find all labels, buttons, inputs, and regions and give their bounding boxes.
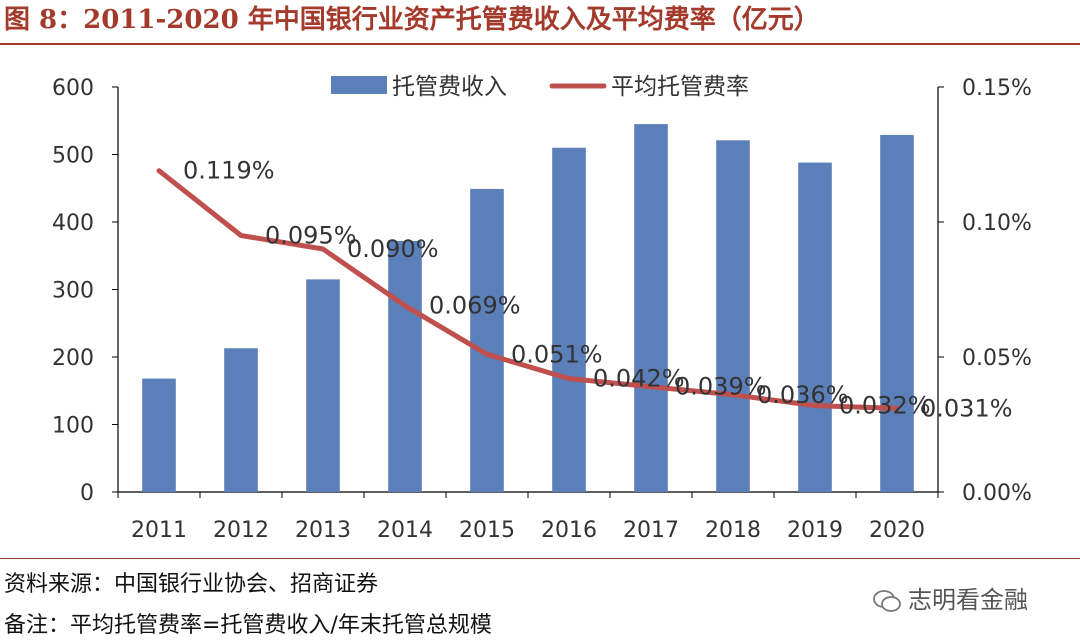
watermark-text: 志明看金融 [908, 586, 1028, 614]
x-tick-label: 2014 [377, 518, 433, 543]
left-tick-label: 600 [52, 76, 94, 101]
rate-label-2015: 0.051% [511, 340, 603, 368]
remark-note: 备注：平均托管费率=托管费收入/年末托管总规模 [4, 613, 492, 638]
rate-label-2012: 0.095% [265, 222, 357, 250]
bar-2014 [388, 240, 422, 492]
right-tick-label: 0.10% [962, 211, 1032, 236]
bar-2012 [224, 348, 258, 492]
rate-label-2014: 0.069% [429, 292, 521, 320]
bar-2019 [798, 162, 832, 492]
bar-2018 [716, 140, 750, 492]
bar-2016 [552, 147, 586, 492]
right-tick-label: 0.05% [962, 346, 1032, 371]
rate-label-2018: 0.036% [757, 381, 849, 409]
x-tick-label: 2012 [213, 518, 269, 543]
rate-label-2020: 0.031% [921, 394, 1013, 422]
x-tick-label: 2020 [869, 518, 925, 543]
bar-2015 [470, 188, 504, 493]
footer-rule [0, 558, 1080, 559]
x-tick-label: 2013 [295, 518, 351, 543]
x-tick-label: 2016 [541, 518, 597, 543]
x-tick-label: 2019 [787, 518, 843, 543]
title-rule [0, 43, 1080, 45]
bar-line-chart: 0 100 200 300 400 500 600 0.00% 0.05% 0.10% 0.15% 2… [52, 74, 1032, 543]
rate-label-2019: 0.032% [839, 392, 931, 420]
rate-label-2016: 0.042% [593, 365, 685, 393]
left-tick-label: 400 [52, 211, 94, 236]
x-tick-label: 2018 [705, 518, 761, 543]
bar-2011 [142, 378, 176, 492]
bar-2017 [634, 124, 668, 492]
x-tick-label: 2015 [459, 518, 515, 543]
x-tick-label: 2011 [131, 518, 187, 543]
watermark: 志明看金融 [872, 580, 1028, 615]
left-tick-label: 300 [52, 279, 94, 304]
source-note: 资料来源：中国银行业协会、招商证券 [4, 572, 379, 597]
right-tick-label: 0.00% [962, 481, 1032, 506]
left-tick-label: 200 [52, 346, 94, 371]
bar-2013 [306, 279, 340, 492]
rate-line [156, 168, 900, 411]
legend-bar-swatch [331, 76, 387, 94]
rate-label-2011: 0.119% [183, 157, 275, 185]
left-tick-label: 500 [52, 144, 94, 169]
left-tick-label: 100 [52, 414, 94, 439]
rate-label-2017: 0.039% [675, 373, 767, 401]
legend-bar-label: 托管费收入 [392, 74, 507, 100]
left-tick-label: 0 [80, 481, 94, 506]
legend-line-label: 平均托管费率 [611, 74, 749, 100]
bar-2020 [880, 134, 914, 493]
figure-title: 图 8：2011-2020 年中国银行业资产托管费收入及平均费率（亿元） [4, 5, 820, 35]
right-tick-label: 0.15% [962, 76, 1032, 101]
rate-label-2013: 0.090% [347, 235, 439, 263]
x-tick-label: 2017 [623, 518, 679, 543]
wechat-icon [873, 590, 901, 612]
